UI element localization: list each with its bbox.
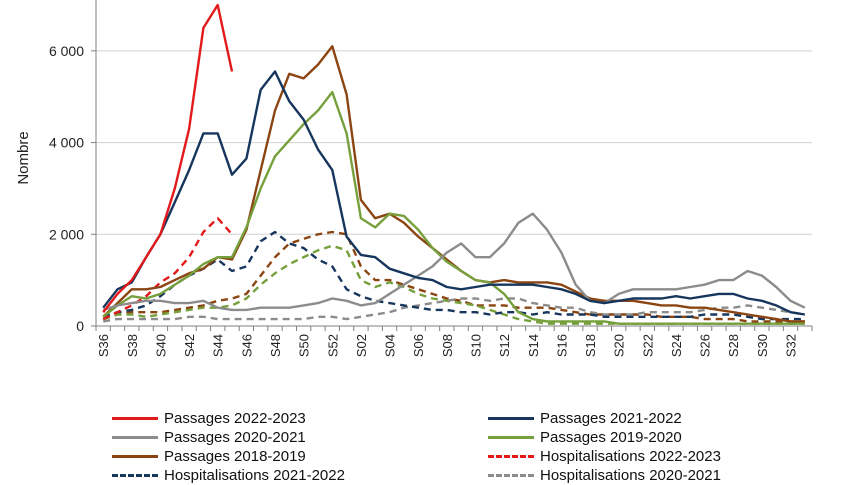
- x-tick-label: S38: [125, 334, 140, 357]
- x-tick-label: S52: [325, 334, 340, 357]
- series-line-hospitalisations-2021-2022: [102, 230, 805, 321]
- series-line-passages-2018-2019: [102, 45, 805, 323]
- y-tick-label: 0: [76, 318, 84, 334]
- x-tick-label: S06: [411, 334, 426, 357]
- x-tick-label: S44: [211, 334, 226, 357]
- x-tick-label: S02: [354, 334, 369, 357]
- x-tick-label: S50: [297, 334, 312, 357]
- axes: [95, 0, 812, 327]
- y-tick-label: 2 000: [49, 226, 84, 242]
- x-tick-label: S42: [182, 334, 197, 357]
- series-line-hospitalisations-2022-2023: [102, 216, 233, 321]
- x-tick-label: S16: [554, 334, 569, 357]
- x-tick-label: S26: [698, 334, 713, 357]
- x-tick-label: S24: [669, 334, 684, 357]
- y-tick-labels: 0 2 000 4 000 6 000: [49, 43, 96, 334]
- x-tick-label: S20: [612, 334, 627, 357]
- x-tick-label: S36: [96, 334, 111, 357]
- series-line-passages-2021-2022: [102, 70, 805, 316]
- x-tick-label: S30: [755, 334, 770, 357]
- series-line-passages-2019-2020: [102, 90, 805, 325]
- x-tick-label: S32: [784, 334, 799, 357]
- x-tick-label: S48: [268, 334, 283, 357]
- series-line-passages-2020-2021: [102, 212, 806, 312]
- x-tick-label: S08: [440, 334, 455, 357]
- x-tick-label: S22: [640, 334, 655, 357]
- x-tick-label: S14: [526, 334, 541, 357]
- y-axis-label: Nombre: [15, 131, 32, 184]
- x-tick-label: S40: [153, 334, 168, 357]
- x-tick-label: S12: [497, 334, 512, 357]
- series-line-hospitalisations-2020-2021: [103, 297, 805, 323]
- x-tick-label: S04: [383, 334, 398, 357]
- x-tick-label: S46: [239, 334, 254, 357]
- x-tick-label: S10: [468, 334, 483, 357]
- series-line-passages-2022-2023: [102, 3, 234, 313]
- series-lines: [102, 3, 806, 325]
- y-tick-label: 4 000: [49, 135, 84, 151]
- grid-lines: [96, 50, 812, 235]
- x-tick-label: S18: [583, 334, 598, 357]
- x-tick-label: S28: [726, 334, 741, 357]
- y-tick-label: 6 000: [49, 43, 84, 59]
- x-tick-labels: S36 S38 S40 S42 S44 S46 S48 S50 S52 S02 S04 S06 S08 S…: [95, 326, 813, 357]
